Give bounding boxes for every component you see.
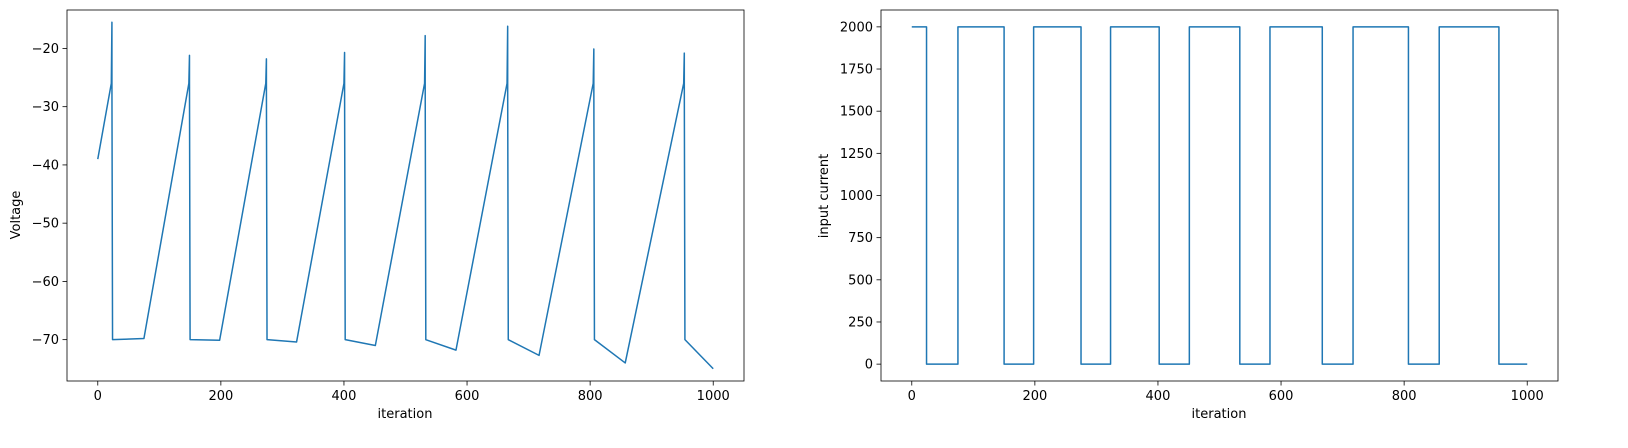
input-current-chart-y-tick-label: 1250	[840, 147, 873, 162]
voltage-chart-x-tick-label: 200	[208, 389, 233, 404]
input-current-chart-x-tick-label: 0	[908, 389, 916, 404]
voltage-chart-x-axis-label: iteration	[378, 407, 433, 422]
input-current-chart-y-tick-label: 250	[848, 315, 873, 330]
voltage-chart-y-axis-label: Voltage	[9, 191, 24, 240]
voltage-chart-x-tick-label: 400	[332, 389, 357, 404]
voltage-chart-axes-frame	[66, 9, 745, 382]
input-current-chart-x-tick-label: 1000	[1511, 389, 1544, 404]
voltage-chart: Voltage iteration 0 200 400 600 800 1000 −70 −6…	[9, 9, 745, 422]
input-current-chart-axes-frame	[880, 9, 1559, 382]
input-current-chart-y-tick-label: 0	[865, 358, 873, 373]
input-current-chart-y-tick-label: 500	[848, 273, 873, 288]
input-current-chart: input current iteration 0 200 400 600 800 100…	[817, 9, 1559, 422]
voltage-chart-y-tick-label: −50	[32, 217, 59, 232]
voltage-chart-y-tick-label: −20	[32, 42, 59, 57]
input-current-chart-x-axis-label: iteration	[1192, 407, 1247, 422]
input-current-chart-x-tick-label: 200	[1022, 389, 1047, 404]
voltage-chart-y-tick-label: −70	[32, 333, 59, 348]
input-current-chart-x-tick-label: 400	[1146, 389, 1171, 404]
input-current-chart-x-tick-label: 800	[1392, 389, 1417, 404]
voltage-chart-y-tick-label: −40	[32, 158, 59, 173]
voltage-chart-y-tick-label: −60	[32, 275, 59, 290]
voltage-chart-series-line	[97, 21, 714, 370]
voltage-chart-x-tick-label: 0	[94, 389, 102, 404]
input-current-chart-y-tick-label: 1000	[840, 189, 873, 204]
input-current-chart-y-tick-label: 1750	[840, 63, 873, 78]
input-current-chart-y-tick-label: 750	[848, 231, 873, 246]
input-current-chart-y-axis-label: input current	[817, 154, 832, 238]
voltage-chart-x-tick-label: 1000	[697, 389, 730, 404]
input-current-chart-series-line	[911, 26, 1528, 365]
input-current-chart-x-tick-label: 600	[1269, 389, 1294, 404]
voltage-chart-y-tick-label: −30	[32, 100, 59, 115]
input-current-chart-y-tick-label: 2000	[840, 20, 873, 35]
input-current-chart-y-tick-label: 1500	[840, 105, 873, 120]
voltage-chart-x-tick-label: 600	[455, 389, 480, 404]
voltage-chart-x-tick-label: 800	[578, 389, 603, 404]
